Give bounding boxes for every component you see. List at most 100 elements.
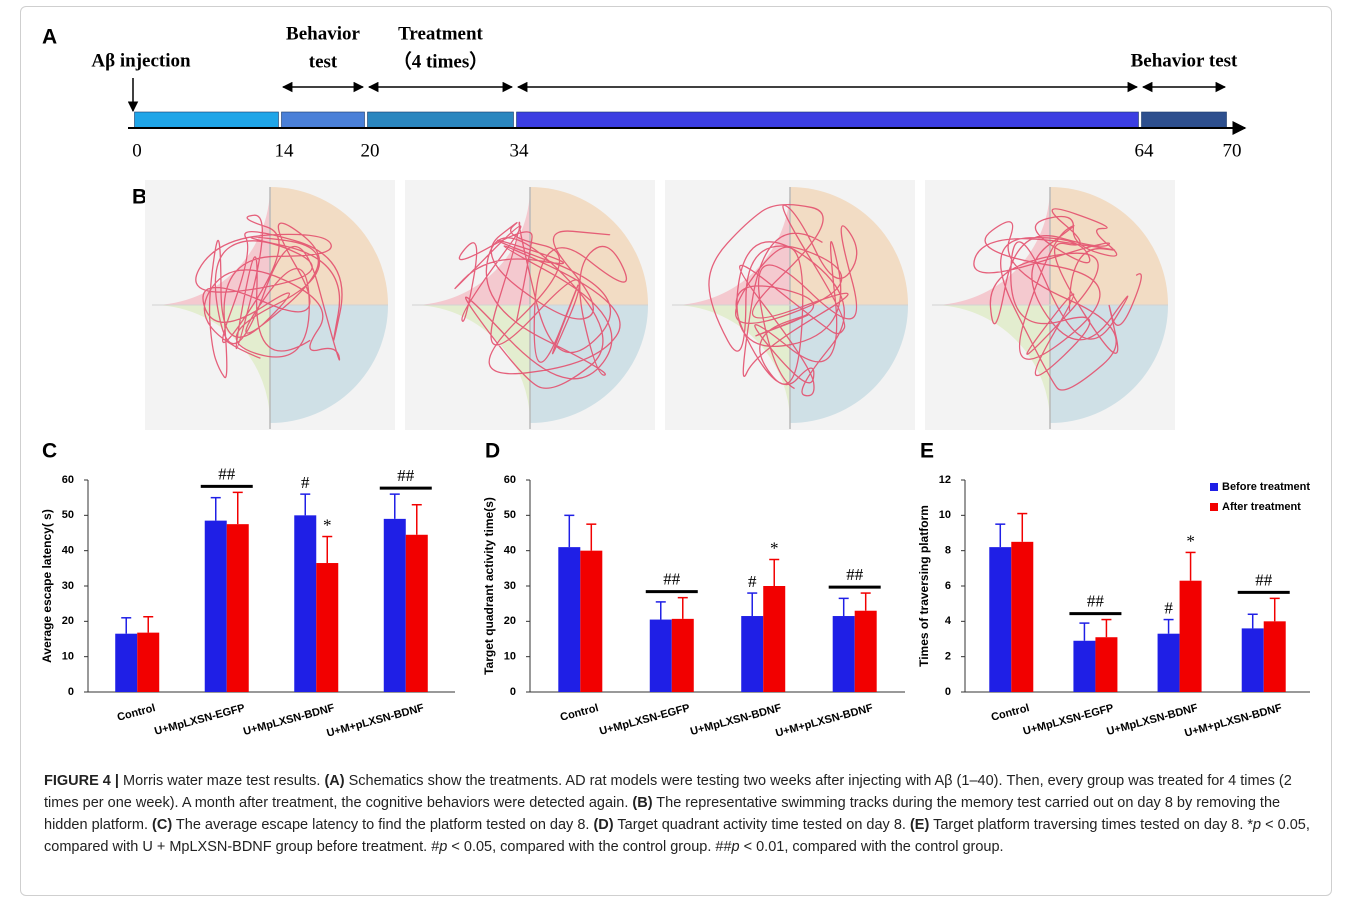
error-bar [839,598,849,616]
figure: A01420346470Aβ injectionBehaviortestTrea… [0,0,1355,765]
y-tick-label: 10 [62,651,74,663]
caption-run: (C) [152,817,172,833]
track-image [405,180,655,430]
timeline-tick-label: 70 [1223,140,1242,161]
y-tick-label: 60 [62,474,74,486]
significance-mark: ## [846,565,864,584]
y-axis-label: Times of traversing platform [917,505,931,667]
timeline-tick-label: 34 [510,140,530,161]
legend-label: Before treatment [1222,481,1310,493]
bar [137,633,159,692]
error-bar [678,598,688,619]
y-tick-label: 0 [945,686,951,698]
significance-mark: * [323,515,332,534]
significance-mark: ## [218,464,236,483]
bar [294,515,316,692]
error-bar [861,593,871,611]
error-bar [211,498,221,521]
bar [1264,621,1286,692]
y-tick-label: 40 [504,545,516,557]
caption-run: Target platform traversing times tested … [929,817,1253,833]
error-bar [586,524,596,551]
caption-run: < 0.05, compared with the control group.… [447,839,731,855]
error-bar [412,505,422,535]
error-bar [747,593,757,616]
caption-run: (A) [324,773,344,789]
error-bar [1270,598,1280,621]
timeline-tick-label: 0 [132,140,142,161]
y-tick-label: 50 [62,509,74,521]
timeline-segment [135,112,279,128]
caption-run: The average escape latency to find the p… [172,817,593,833]
significance-mark: ## [1087,591,1105,610]
x-tick-label: Control [990,702,1031,724]
error-bar [769,560,779,587]
legend-swatch [1210,503,1218,511]
caption-run: Morris water maze test results. [119,773,324,789]
y-tick-label: 40 [62,545,74,557]
timeline-tick-label: 20 [361,140,380,161]
y-tick-label: 30 [62,580,74,592]
y-tick-label: 4 [945,615,952,627]
timeline-segment [368,112,514,128]
x-tick-label: Control [116,702,157,724]
bar [115,634,137,692]
bar [558,547,580,692]
x-tick-label: U+MpLXSN-BDNF [689,702,783,738]
significance-mark: ## [397,466,415,485]
caption-run: (B) [632,795,652,811]
bar [316,563,338,692]
y-axis-label: Target quadrant activity time(s) [482,497,496,675]
error-bar [564,515,574,547]
bar [406,535,428,692]
bar [384,519,406,692]
caption-run: Target quadrant activity time tested on … [614,817,910,833]
x-tick-label: U+M+pLXSN-BDNF [325,702,425,740]
track-image [665,180,915,430]
error-bar [300,494,310,515]
caption-run: < 0.01, compared with the control group. [740,839,1004,855]
x-tick-label: U+MpLXSN-EGFP [153,702,246,738]
panel-label: C [42,440,57,463]
timeline-segment [282,112,365,128]
y-tick-label: 10 [939,509,951,521]
error-bar [121,618,131,634]
error-bar [656,602,666,620]
x-tick-label: U+MpLXSN-BDNF [242,702,336,738]
panel-label: E [920,440,934,463]
y-tick-label: 30 [504,580,516,592]
bar [1073,641,1095,692]
caption-run: (E) [910,817,929,833]
significance-mark: ## [1255,570,1273,589]
timeline-segment [1142,112,1227,128]
y-tick-label: 2 [945,651,951,663]
y-tick-label: 8 [945,545,951,557]
y-tick-label: 0 [510,686,516,698]
bar [227,524,249,692]
bar [1011,542,1033,692]
error-bar [1164,620,1174,634]
event-label: Behavior test [1131,50,1238,71]
error-bar [1017,514,1027,542]
bar [1158,634,1180,692]
error-bar [995,524,1005,547]
significance-mark: ## [663,570,681,589]
y-tick-label: 20 [504,615,516,627]
bar [1242,628,1264,692]
panel-label: B [132,186,147,209]
error-bar [1186,552,1196,580]
bar [989,547,1011,692]
event-label: test [309,51,338,72]
error-bar [1248,614,1258,628]
caption-run: p [732,839,740,855]
bar [855,611,877,692]
bar [205,521,227,692]
significance-mark: # [301,473,310,492]
panel-label: D [485,440,500,463]
y-tick-label: 0 [68,686,74,698]
event-label: Behavior [286,23,360,44]
event-label: Aβ injection [91,50,191,71]
timeline-tick-label: 64 [1135,140,1155,161]
caption-run: (D) [593,817,613,833]
caption-run: FIGURE 4 | [44,773,119,789]
